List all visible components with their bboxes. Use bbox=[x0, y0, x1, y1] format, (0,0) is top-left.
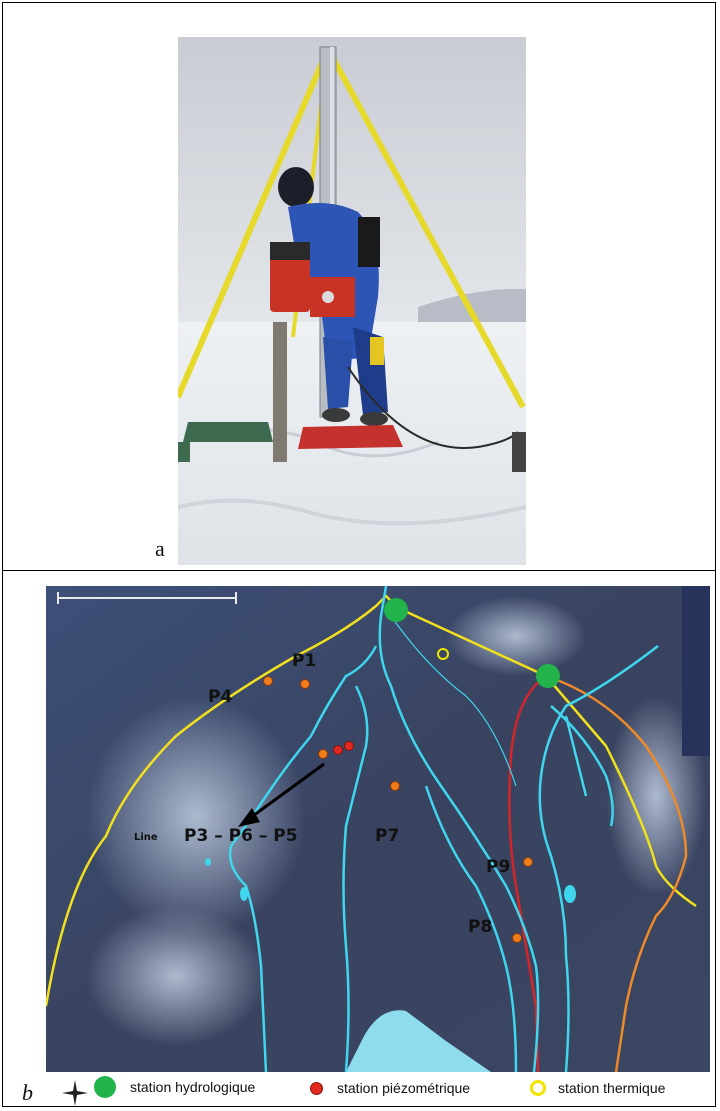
legend-piezo: station piézométrique bbox=[310, 1080, 470, 1096]
panel-a-letter: a bbox=[155, 536, 165, 561]
piezo-station-p4 bbox=[263, 676, 273, 686]
piezo-station-icon bbox=[310, 1081, 323, 1095]
label-p9: P9 bbox=[486, 857, 510, 877]
snow-patch bbox=[86, 906, 266, 1046]
snow-patch bbox=[606, 696, 706, 896]
piezo-station-p7 bbox=[390, 781, 400, 791]
river-west bbox=[229, 645, 378, 847]
snow-patch bbox=[446, 596, 586, 676]
legend-thermal-label: station thermique bbox=[558, 1080, 666, 1096]
map-legend: station hydrologique station piézométriq… bbox=[46, 1074, 710, 1104]
river-east-branch2 bbox=[564, 715, 588, 797]
arrow-head-icon bbox=[238, 808, 260, 827]
red-boundary bbox=[508, 674, 547, 1072]
snow-patch bbox=[86, 696, 306, 936]
panel-b-letter: b bbox=[22, 1080, 33, 1105]
panel-divider bbox=[2, 570, 716, 571]
legend-piezo-label: station piézométrique bbox=[337, 1080, 471, 1096]
label-p1: P1 bbox=[292, 651, 316, 671]
piezo-station-p9 bbox=[523, 857, 533, 867]
river-p356 bbox=[228, 845, 268, 1072]
piezo-station-p3 bbox=[318, 749, 328, 759]
legend-hydro-label: station hydrologique bbox=[130, 1079, 256, 1095]
hydro-station bbox=[384, 598, 408, 622]
river-east bbox=[538, 645, 659, 1072]
river-pool bbox=[564, 885, 576, 903]
compass-icon bbox=[62, 1080, 88, 1106]
thermal-station bbox=[437, 648, 449, 660]
label-line: Line bbox=[134, 832, 158, 843]
hydro-station-icon bbox=[94, 1076, 116, 1098]
label-p3-p6-p5: P3 – P6 – P5 bbox=[184, 826, 298, 846]
catchment-map: P1 P4 Line P3 – P6 – P5 P7 P9 P8 bbox=[46, 586, 710, 1072]
piezo-station-p6 bbox=[333, 745, 343, 755]
label-p7: P7 bbox=[375, 826, 399, 846]
label-p4: P4 bbox=[208, 687, 232, 707]
legend-hydro: station hydrologique bbox=[94, 1076, 255, 1098]
drilling-rig-photo bbox=[178, 37, 526, 565]
label-p8: P8 bbox=[468, 917, 492, 937]
catchment-boundary bbox=[46, 594, 697, 1007]
line-arrow bbox=[249, 762, 325, 820]
river-dotted bbox=[390, 615, 517, 787]
river-pool bbox=[240, 887, 248, 901]
piezo-station-p5 bbox=[344, 741, 354, 751]
river-lower bbox=[424, 785, 518, 1072]
lake bbox=[346, 1010, 491, 1072]
orange-boundary bbox=[545, 674, 688, 1072]
legend-thermal: station thermique bbox=[530, 1080, 665, 1096]
river-central bbox=[342, 685, 369, 1072]
thermal-station-icon bbox=[530, 1080, 546, 1096]
hydro-station bbox=[536, 664, 560, 688]
piezo-station-p1 bbox=[300, 679, 310, 689]
river-pool bbox=[205, 858, 211, 866]
piezo-station-p8 bbox=[512, 933, 522, 943]
river-main bbox=[378, 586, 540, 1072]
